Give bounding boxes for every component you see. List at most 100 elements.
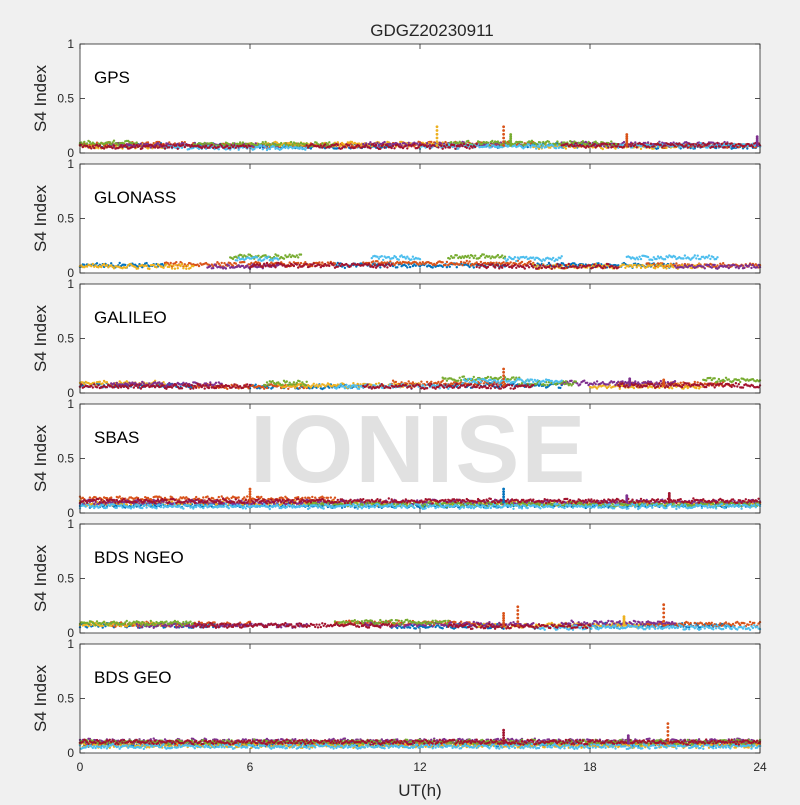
data-point xyxy=(440,145,442,147)
data-point xyxy=(372,260,374,262)
data-point xyxy=(610,140,612,142)
data-point xyxy=(408,142,410,144)
data-point xyxy=(252,384,254,386)
data-point xyxy=(607,263,609,265)
data-point xyxy=(264,146,266,148)
data-point xyxy=(391,147,393,149)
spike-point xyxy=(436,144,439,147)
data-point xyxy=(664,144,666,146)
spike-point xyxy=(502,140,505,143)
data-point xyxy=(483,253,485,255)
data-point xyxy=(748,265,750,267)
data-point xyxy=(296,254,298,256)
y-axis-label: S4 Index xyxy=(31,184,50,252)
data-point xyxy=(651,264,653,266)
data-point xyxy=(256,256,258,258)
data-point xyxy=(596,380,598,382)
data-point xyxy=(382,144,384,146)
data-point xyxy=(340,383,342,385)
data-point xyxy=(708,143,710,145)
data-point xyxy=(293,381,295,383)
data-point xyxy=(563,383,565,385)
data-point xyxy=(393,147,395,149)
data-point xyxy=(396,266,398,268)
data-point xyxy=(287,388,289,390)
data-point xyxy=(272,259,274,261)
data-point xyxy=(521,261,523,263)
data-point xyxy=(735,144,737,146)
data-point xyxy=(498,142,500,144)
data-point xyxy=(204,142,206,144)
data-point xyxy=(694,381,696,383)
data-point xyxy=(728,146,730,148)
data-point xyxy=(348,385,350,387)
data-point xyxy=(528,143,530,145)
data-point xyxy=(467,140,469,142)
data-point xyxy=(392,257,394,259)
data-point xyxy=(487,376,489,378)
data-point xyxy=(170,262,172,264)
data-point xyxy=(456,254,458,256)
data-point xyxy=(365,144,367,146)
data-point xyxy=(162,267,164,269)
data-point xyxy=(651,259,653,261)
data-point xyxy=(692,144,694,146)
data-point xyxy=(184,265,186,267)
data-point xyxy=(637,258,639,260)
data-point xyxy=(723,146,725,148)
data-point xyxy=(289,265,291,267)
data-point xyxy=(756,266,758,268)
data-point xyxy=(623,264,625,266)
data-point xyxy=(718,378,720,380)
data-point xyxy=(602,267,604,269)
data-point xyxy=(695,387,697,389)
data-point xyxy=(638,256,640,258)
data-point xyxy=(572,383,574,385)
data-point xyxy=(175,264,177,266)
data-point xyxy=(264,265,266,267)
data-point xyxy=(369,147,371,149)
data-point xyxy=(391,263,393,265)
data-point xyxy=(648,146,650,148)
data-point xyxy=(412,256,414,258)
data-point xyxy=(133,143,135,145)
data-point xyxy=(749,263,751,265)
data-point xyxy=(563,267,565,269)
spike-point xyxy=(502,129,505,132)
data-point xyxy=(277,255,279,257)
data-point xyxy=(124,264,126,266)
data-point xyxy=(709,258,711,260)
data-point xyxy=(444,377,446,379)
data-point xyxy=(541,260,543,262)
y-tick-label: 0.5 xyxy=(57,212,74,226)
data-point xyxy=(358,388,360,390)
data-point xyxy=(616,145,618,147)
data-point xyxy=(544,384,546,386)
data-point xyxy=(636,146,638,148)
data-point xyxy=(376,260,378,262)
y-tick-label: 1 xyxy=(67,37,74,51)
data-point xyxy=(110,262,112,264)
data-point xyxy=(355,385,357,387)
data-point xyxy=(446,144,448,146)
data-point xyxy=(143,382,145,384)
data-point xyxy=(192,265,194,267)
data-point xyxy=(587,146,589,148)
data-point xyxy=(162,144,164,146)
data-point xyxy=(740,264,742,266)
data-point xyxy=(728,378,730,380)
data-point xyxy=(320,385,322,387)
spike-point xyxy=(436,125,439,128)
data-point xyxy=(695,257,697,259)
data-point xyxy=(90,265,92,267)
data-point xyxy=(719,145,721,147)
data-point xyxy=(459,141,461,143)
y-tick-label: 1 xyxy=(67,157,74,171)
data-point xyxy=(297,142,299,144)
data-point xyxy=(624,267,626,269)
data-point xyxy=(593,143,595,145)
data-point xyxy=(410,258,412,260)
data-point xyxy=(442,148,444,150)
data-point xyxy=(536,264,538,266)
data-point xyxy=(467,378,469,380)
